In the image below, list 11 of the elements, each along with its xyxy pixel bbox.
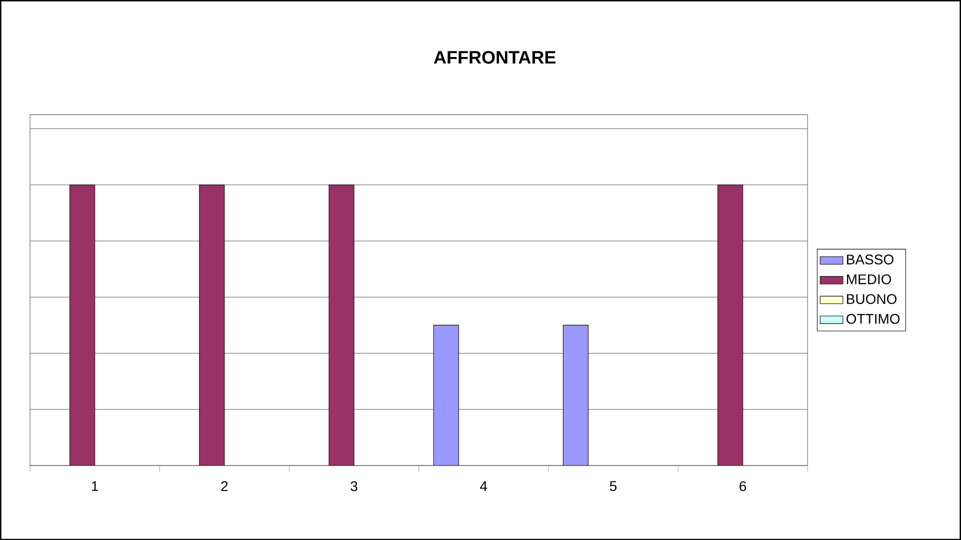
x-tick-label: 3 — [350, 481, 358, 492]
x-tick-label: 6 — [740, 481, 746, 492]
legend-label: MEDIO — [847, 274, 892, 284]
x-tick-label: 5 — [610, 481, 617, 491]
legend-label: BASSO — [847, 254, 894, 264]
legend-label: OTTIMO — [846, 314, 900, 324]
x-tick-label: 1 — [92, 481, 98, 491]
x-tick-label: 2 — [221, 481, 228, 491]
legend-label: BUONO — [847, 294, 897, 304]
chart-title: AFFRONTARE — [434, 50, 556, 64]
x-tick-label: 4 — [480, 481, 488, 491]
